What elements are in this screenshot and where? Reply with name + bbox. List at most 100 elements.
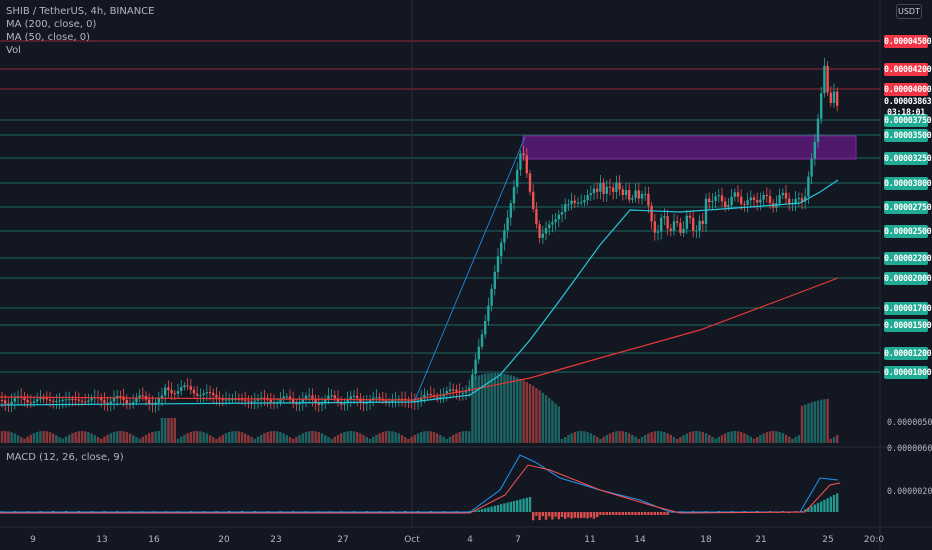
candle-body <box>74 398 77 400</box>
candle-body <box>80 400 84 402</box>
candle-body <box>170 390 173 394</box>
macd-histogram-bar <box>647 512 650 515</box>
volume-bar <box>413 434 416 443</box>
candle-body <box>461 392 464 394</box>
ma200-legend[interactable]: MA (200, close, 0) <box>6 19 97 30</box>
volume-bar <box>84 431 87 443</box>
candle-body <box>621 189 624 196</box>
volume-bar <box>240 432 244 443</box>
candle-body <box>445 391 448 395</box>
candle-body <box>384 400 388 402</box>
volume-bar <box>135 437 138 443</box>
candle-body <box>58 400 61 402</box>
time-axis-tick: 7 <box>515 535 521 545</box>
volume-bar <box>263 433 266 443</box>
macd-histogram-bar <box>512 501 516 512</box>
candle-body <box>317 402 320 405</box>
candle-body <box>720 195 724 202</box>
volume-bar <box>55 435 58 443</box>
candle-body <box>714 196 717 201</box>
candle-body <box>784 192 788 199</box>
volume-bar <box>64 436 68 443</box>
volume-bar <box>717 437 720 443</box>
candle-body <box>356 395 359 399</box>
candle-body <box>813 142 816 159</box>
volume-bar <box>359 433 362 443</box>
candle-body <box>484 321 487 335</box>
macd-histogram-bar <box>836 493 839 512</box>
candle-body <box>365 402 368 404</box>
volume-bar <box>522 380 525 443</box>
candle-body <box>596 188 599 192</box>
volume-bar <box>176 438 180 443</box>
candle-body <box>503 230 506 243</box>
candle-body <box>685 215 688 229</box>
candle-body <box>368 400 372 403</box>
candle-body <box>477 346 480 360</box>
symbol-legend[interactable]: SHIB / TetherUS, 4h, BINANCE <box>6 6 155 17</box>
volume-bar <box>564 436 567 443</box>
volume-bar <box>708 434 711 443</box>
macd-histogram-bar <box>615 512 618 515</box>
ma50-legend[interactable]: MA (50, close, 0) <box>6 32 91 43</box>
volume-bar <box>573 432 576 443</box>
candle-body <box>823 65 826 94</box>
macd-histogram-bar <box>500 504 503 512</box>
candle-body <box>442 394 445 397</box>
volume-bar <box>372 436 375 443</box>
volume-bar <box>576 431 580 443</box>
volume-bar <box>208 435 212 443</box>
volume-bar <box>106 434 109 443</box>
macd-histogram-bar <box>480 509 484 512</box>
volume-bar <box>340 433 343 443</box>
volume-bar <box>647 433 650 443</box>
volume-bar <box>250 437 253 443</box>
volume-bar <box>685 433 688 443</box>
macd-histogram-bar <box>628 512 631 515</box>
volume-bar <box>631 434 634 443</box>
macd-histogram-bar <box>474 510 477 512</box>
volume-bar <box>77 431 80 443</box>
candle-body <box>308 395 311 397</box>
candle-body <box>269 399 272 403</box>
vol-legend[interactable]: Vol <box>6 45 21 56</box>
candle-body <box>298 403 301 405</box>
currency-button[interactable]: USDT <box>896 4 922 19</box>
volume-bar <box>39 431 42 443</box>
candle-body <box>468 387 471 391</box>
macd-legend[interactable]: MACD (12, 26, close, 9) <box>6 452 124 463</box>
volume-bar <box>404 436 407 443</box>
volume-bar <box>192 431 196 443</box>
volume-bar <box>231 431 234 443</box>
volume-bar <box>448 436 452 443</box>
volume-bar <box>493 373 496 443</box>
current-price: 0.00003863 <box>884 96 932 106</box>
volume-bar <box>333 436 336 443</box>
price-level-tag: 0.00003000 <box>884 177 932 190</box>
volume-bar <box>119 431 122 443</box>
volume-bar <box>308 431 311 443</box>
candle-body <box>224 399 228 401</box>
volume-bar <box>196 431 199 443</box>
bar-countdown: 03:18:01 <box>887 107 925 117</box>
candle-body <box>669 228 672 231</box>
candle-body <box>525 155 528 174</box>
macd-histogram-bar <box>532 512 535 521</box>
volume-bar <box>759 435 762 443</box>
macd-histogram-bar <box>813 504 816 512</box>
macd-histogram-bar <box>477 509 480 512</box>
candle-body <box>560 212 564 215</box>
candle-body <box>228 399 231 401</box>
candle-body <box>173 393 176 395</box>
volume-bar <box>618 431 621 443</box>
candle-body <box>743 203 746 205</box>
candle-body <box>730 196 733 206</box>
macd-histogram-bar <box>576 512 580 519</box>
volume-bar <box>490 373 493 443</box>
macd-histogram-bar <box>656 512 660 515</box>
candle-body <box>701 220 704 224</box>
macd-histogram-bar <box>816 503 820 512</box>
volume-bar <box>157 431 160 443</box>
